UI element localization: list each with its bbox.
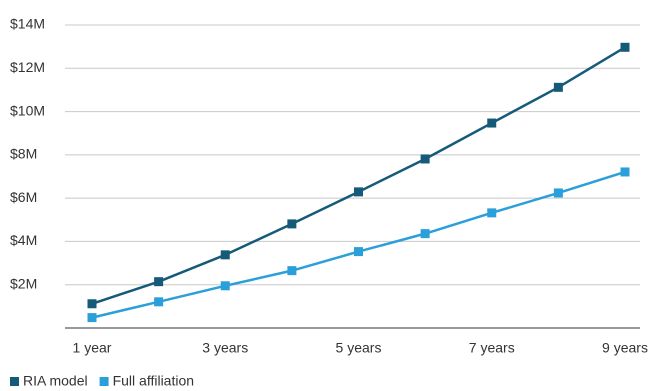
point-marker: [287, 266, 297, 276]
y-tick-label: $4M: [10, 232, 37, 248]
point-marker: [220, 250, 230, 260]
point-marker: [154, 277, 164, 287]
point-marker: [487, 208, 497, 218]
y-tick-label: $2M: [10, 275, 37, 291]
point-marker: [620, 42, 630, 52]
point-marker: [553, 188, 563, 198]
point-marker: [287, 219, 297, 229]
x-tick-label: 5 years: [336, 340, 382, 356]
x-tick-label: 3 years: [202, 340, 248, 356]
point-marker: [553, 82, 563, 92]
point-marker: [87, 313, 97, 323]
legend-swatch: [10, 377, 19, 386]
y-tick-label: $6M: [10, 189, 37, 205]
x-tick-label: 9 years: [602, 340, 648, 356]
y-tick-label: $8M: [10, 146, 37, 162]
point-marker: [487, 118, 497, 128]
point-marker: [220, 281, 230, 291]
x-tick-label: 7 years: [469, 340, 515, 356]
point-marker: [620, 167, 630, 177]
y-tick-label: $14M: [10, 16, 45, 32]
point-marker: [420, 229, 430, 239]
point-marker: [420, 154, 430, 164]
point-marker: [354, 247, 363, 257]
point-marker: [354, 187, 363, 197]
series-line: [91, 46, 626, 305]
y-tick-label: $12M: [10, 59, 45, 75]
y-tick-label: $10M: [10, 102, 45, 118]
point-marker: [154, 297, 164, 307]
legend-swatch: [99, 377, 109, 386]
legend-label: RIA model: [23, 373, 88, 389]
x-tick-label: 1 year: [73, 340, 112, 356]
point-marker: [87, 299, 97, 309]
legend-label: Full affiliation: [113, 373, 194, 389]
